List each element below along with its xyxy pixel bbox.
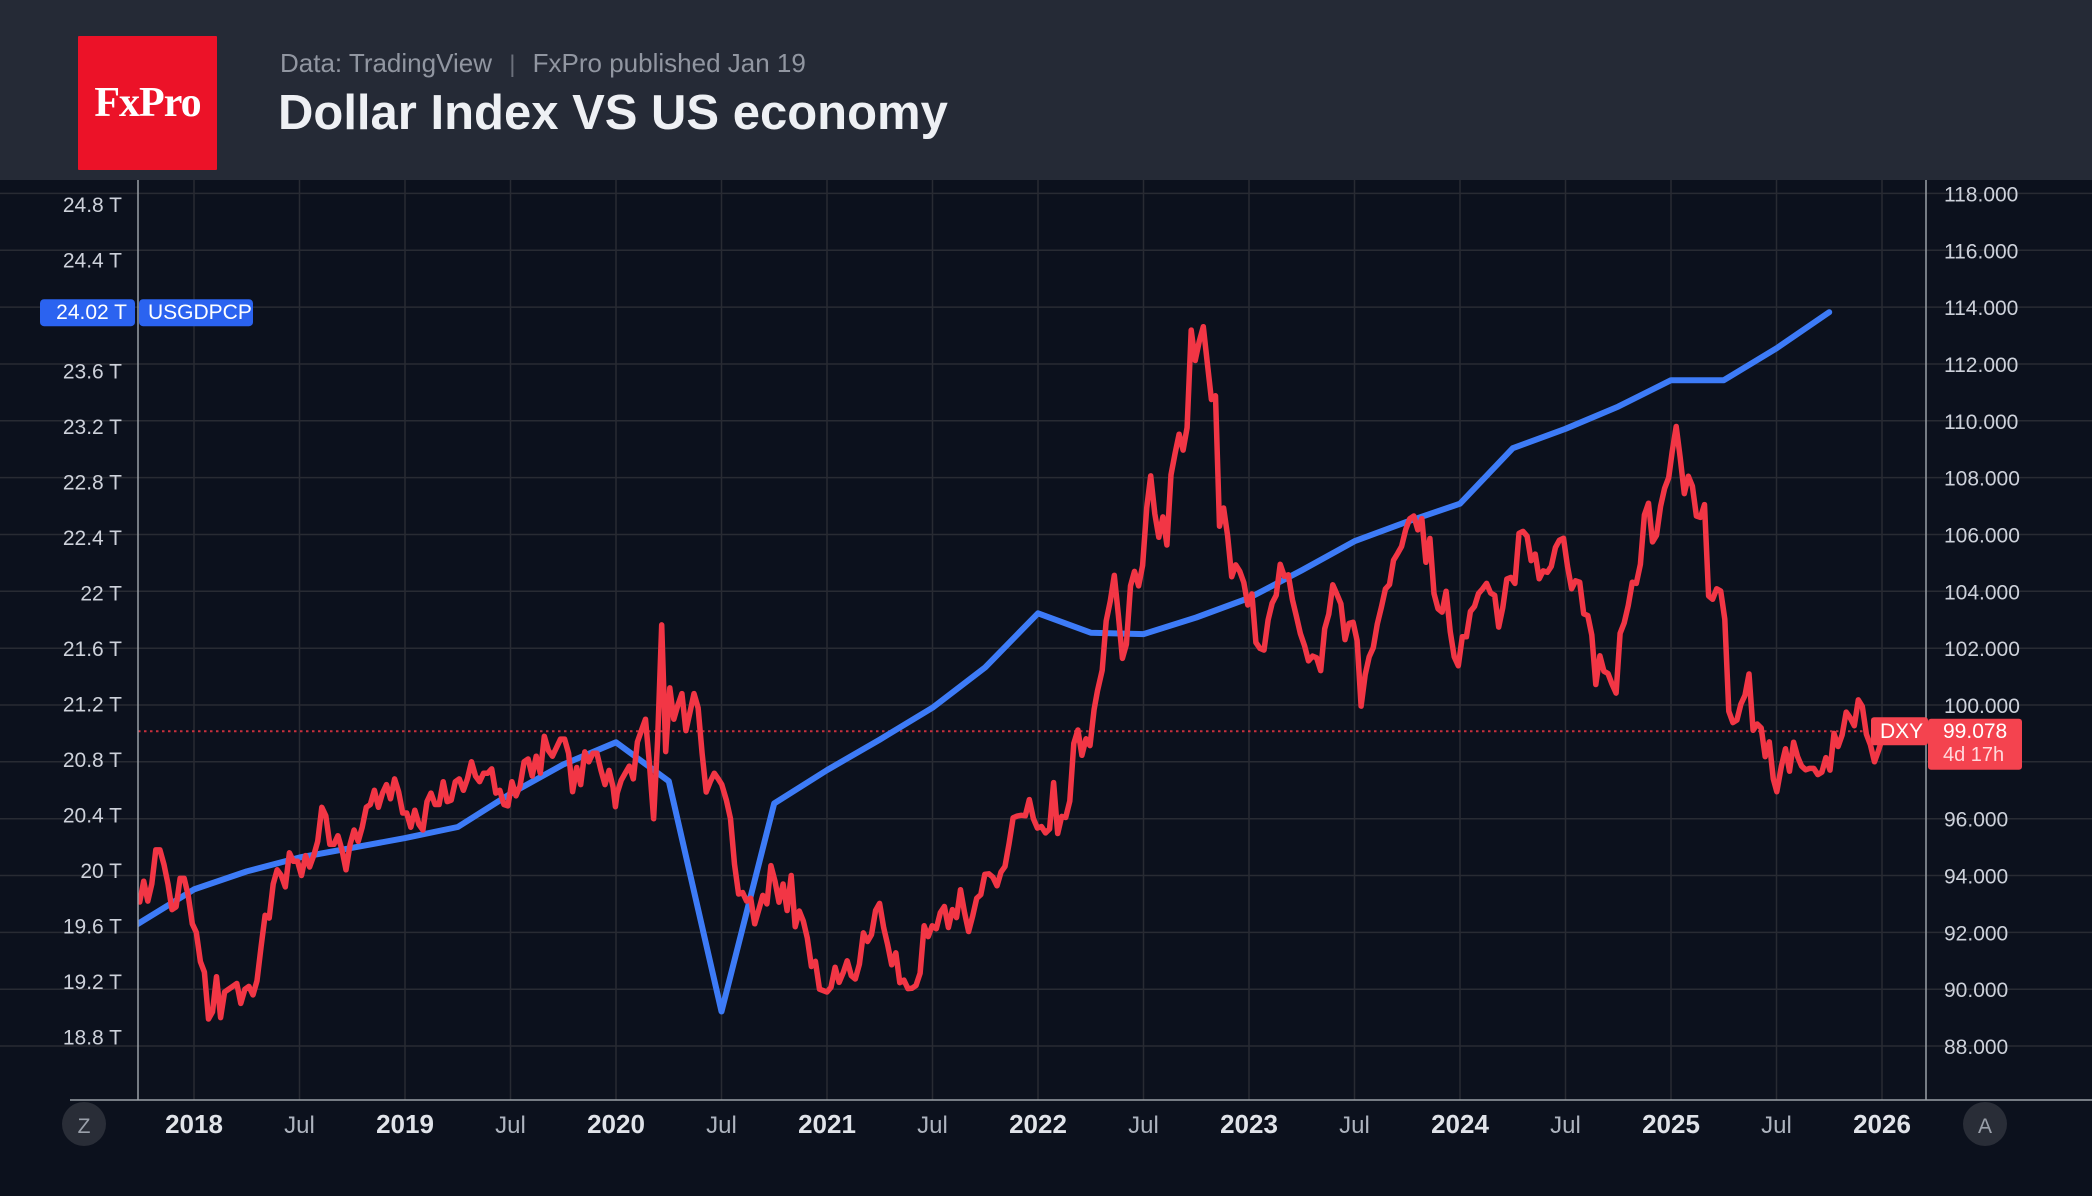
svg-text:Jul: Jul <box>917 1112 948 1139</box>
svg-text:20.4 T: 20.4 T <box>63 805 122 828</box>
svg-text:102.000: 102.000 <box>1944 638 2020 661</box>
svg-text:23.6 T: 23.6 T <box>63 361 122 384</box>
svg-text:22.8 T: 22.8 T <box>63 472 122 495</box>
svg-text:Jul: Jul <box>706 1112 737 1139</box>
svg-text:24.02 T: 24.02 T <box>56 301 127 324</box>
svg-text:USGDPCP: USGDPCP <box>148 301 252 324</box>
svg-text:20.8 T: 20.8 T <box>63 749 122 772</box>
svg-text:24.8 T: 24.8 T <box>63 194 122 217</box>
svg-text:116.000: 116.000 <box>1944 240 2018 263</box>
svg-text:106.000: 106.000 <box>1944 525 2020 548</box>
svg-text:2022: 2022 <box>1009 1109 1067 1139</box>
svg-text:Jul: Jul <box>1128 1112 1159 1139</box>
svg-text:Jul: Jul <box>495 1112 526 1139</box>
svg-text:88.000: 88.000 <box>1944 1036 2008 1059</box>
svg-text:A: A <box>1978 1115 1992 1138</box>
svg-text:21.6 T: 21.6 T <box>63 638 122 661</box>
svg-text:21.2 T: 21.2 T <box>63 694 122 717</box>
svg-text:2024: 2024 <box>1431 1109 1489 1139</box>
svg-text:110.000: 110.000 <box>1944 411 2018 434</box>
svg-text:19.2 T: 19.2 T <box>63 971 122 994</box>
svg-text:20 T: 20 T <box>80 860 122 883</box>
svg-text:90.000: 90.000 <box>1944 979 2008 1002</box>
svg-text:104.000: 104.000 <box>1944 581 2020 604</box>
svg-text:Z: Z <box>78 1115 91 1138</box>
svg-text:19.6 T: 19.6 T <box>63 916 122 939</box>
svg-text:99.078: 99.078 <box>1943 720 2007 743</box>
svg-text:24.4 T: 24.4 T <box>63 250 122 273</box>
svg-text:22.4 T: 22.4 T <box>63 527 122 550</box>
svg-text:92.000: 92.000 <box>1944 922 2008 945</box>
svg-text:23.2 T: 23.2 T <box>63 416 122 439</box>
svg-text:Jul: Jul <box>284 1112 315 1139</box>
svg-text:2019: 2019 <box>376 1109 434 1139</box>
svg-text:108.000: 108.000 <box>1944 468 2020 491</box>
svg-text:112.000: 112.000 <box>1944 354 2018 377</box>
svg-text:118.000: 118.000 <box>1944 183 2018 206</box>
svg-text:2020: 2020 <box>587 1109 645 1139</box>
svg-text:Jul: Jul <box>1761 1112 1792 1139</box>
svg-text:4d 17h: 4d 17h <box>1943 744 2004 766</box>
svg-text:2025: 2025 <box>1642 1109 1700 1139</box>
svg-text:Jul: Jul <box>1339 1112 1370 1139</box>
svg-text:DXY: DXY <box>1880 720 1923 743</box>
svg-text:94.000: 94.000 <box>1944 866 2008 889</box>
svg-text:100.000: 100.000 <box>1944 695 2020 718</box>
svg-text:Jul: Jul <box>1550 1112 1581 1139</box>
svg-text:22 T: 22 T <box>80 583 122 606</box>
svg-text:18.8 T: 18.8 T <box>63 1027 122 1050</box>
svg-text:2018: 2018 <box>165 1109 223 1139</box>
svg-text:2026: 2026 <box>1853 1109 1911 1139</box>
svg-text:2021: 2021 <box>798 1109 856 1139</box>
svg-text:96.000: 96.000 <box>1944 809 2008 832</box>
svg-text:114.000: 114.000 <box>1944 297 2018 320</box>
svg-text:2023: 2023 <box>1220 1109 1278 1139</box>
